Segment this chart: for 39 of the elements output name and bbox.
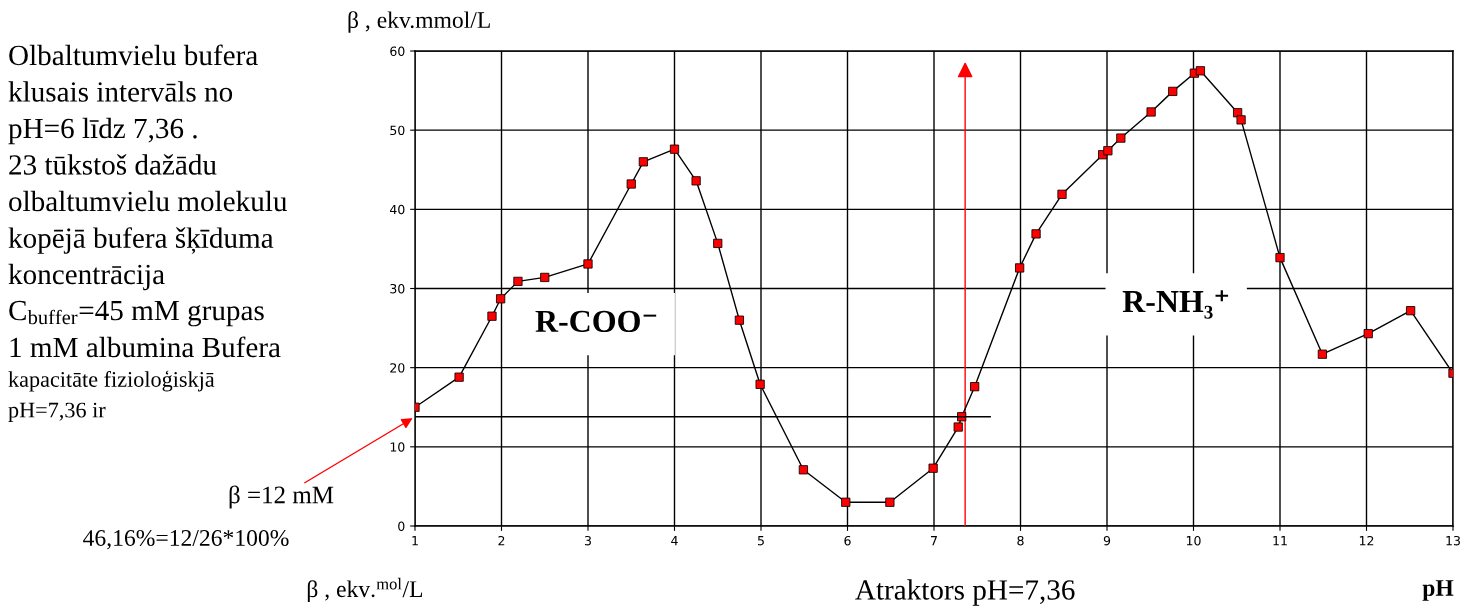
text: 1 mM albumina Bufera	[10, 336, 281, 358]
y-tick-label: 50	[390, 125, 405, 136]
y-tick-label: 20	[390, 363, 405, 373]
text: klusais intervāls no	[8, 81, 233, 102]
annotation: β =12 mM	[229, 485, 334, 509]
annotation: R-NH₃⁺	[1122, 290, 1229, 319]
y-tick-label: 40	[389, 204, 405, 215]
y-tick-label: 30	[390, 283, 405, 294]
text: pH=6 līdz 7,36 .	[8, 117, 197, 145]
text: koncentrācija	[8, 263, 165, 291]
x-tick-label: 9	[1103, 535, 1111, 546]
text: pH=7,36 ir	[8, 402, 106, 423]
y-tick-label: 60	[390, 46, 405, 56]
x-tick-label: 12	[1359, 535, 1374, 546]
y-axis-title: β , ekv.mmol/L	[348, 11, 490, 33]
x-tick-label: 2	[498, 535, 505, 546]
text: kapacitāte fizioloģiskjā	[8, 370, 215, 392]
x-tick-label: 10	[1186, 535, 1201, 546]
y-tick-label: 0	[398, 521, 405, 531]
y-tick-label: 10	[390, 442, 405, 452]
ref-line-label: Atraktors pH=7,36	[855, 579, 1075, 606]
x-tick-label: 3	[584, 535, 591, 546]
x-tick-label: 1	[412, 536, 418, 546]
text: C$_{buffer}$=45 mM grupas	[9, 300, 264, 327]
x-axis-title: pH	[1422, 580, 1454, 601]
x-tick-label: 11	[1273, 536, 1287, 546]
text: Olbaltumvielu bufera	[9, 44, 258, 66]
annotation: R-COO⁻	[535, 310, 657, 333]
x-tick-label: 13	[1446, 535, 1460, 546]
text: 46,16%=12/26*100%	[83, 529, 289, 550]
text: β , ekv.$^{mol}$/L	[307, 577, 423, 602]
x-tick-label: 7	[931, 536, 937, 546]
x-tick-label: 6	[844, 535, 851, 546]
text: 23 tūkstoš dažādu	[9, 154, 217, 175]
x-tick-label: 8	[1017, 535, 1024, 546]
text: olbaltumvielu molekulu	[9, 190, 287, 212]
x-tick-label: 5	[757, 536, 764, 546]
text: kopējā bufera šķīduma	[8, 227, 274, 254]
x-tick-label: 4	[671, 536, 678, 546]
